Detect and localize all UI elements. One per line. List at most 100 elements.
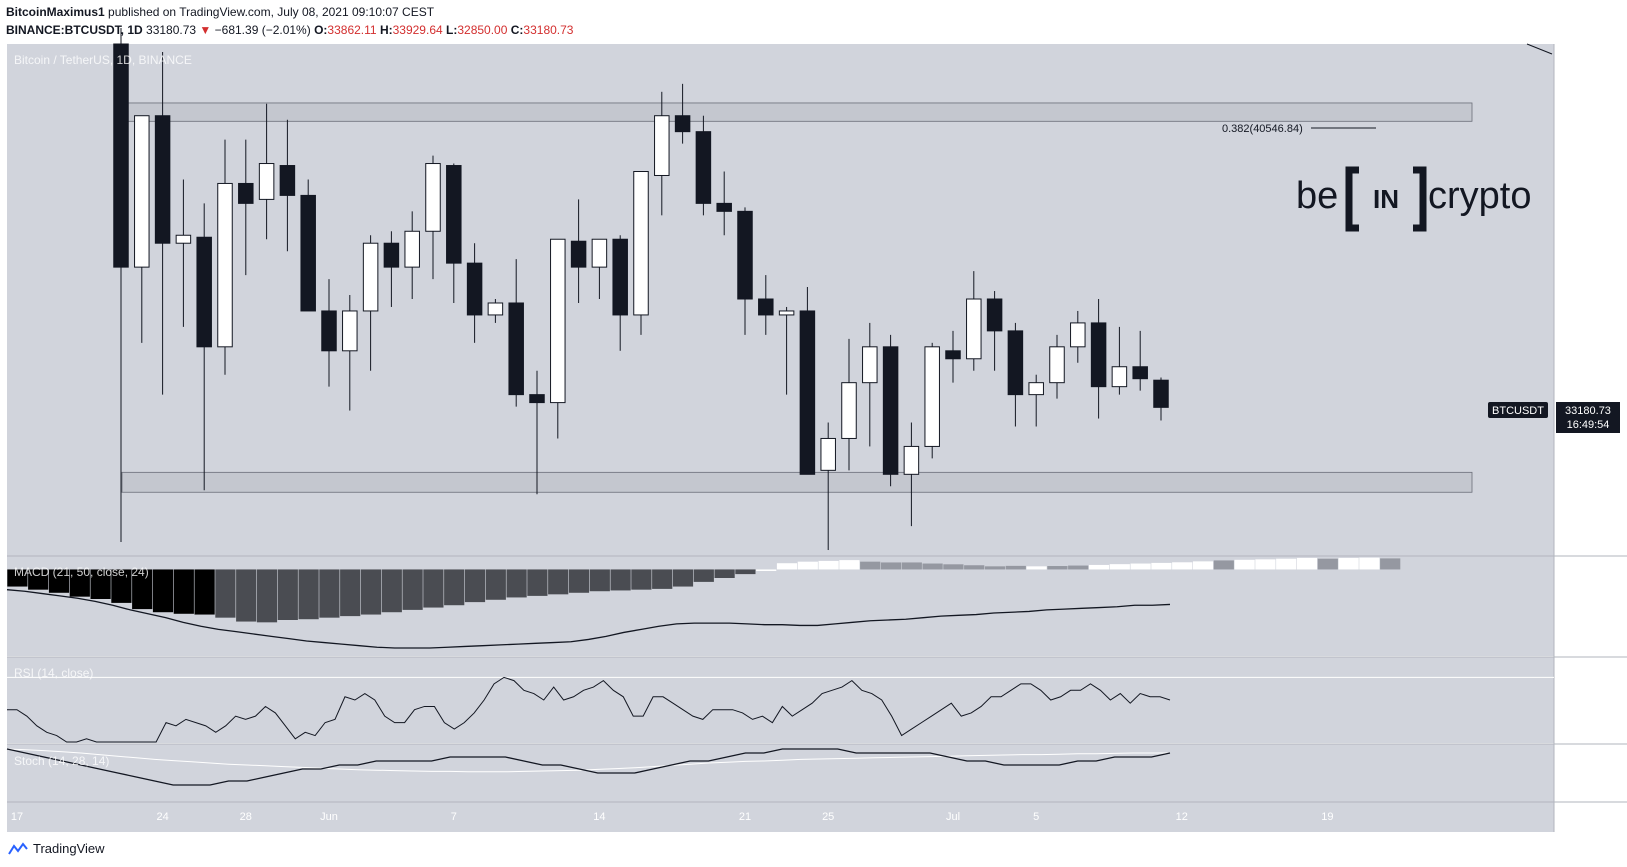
candle[interactable] bbox=[820, 422, 836, 551]
macd-histogram-bar bbox=[901, 562, 922, 570]
tradingview-logo-icon[interactable] bbox=[8, 841, 28, 856]
candle[interactable] bbox=[550, 238, 566, 439]
author-name[interactable]: BitcoinMaximus1 bbox=[6, 5, 105, 19]
stoch-tick-label: 40.00 bbox=[1574, 768, 1602, 780]
candle[interactable] bbox=[404, 211, 420, 300]
candle-body bbox=[612, 238, 628, 316]
rsi-pane-bg[interactable] bbox=[7, 657, 1554, 743]
candle-body bbox=[966, 298, 982, 360]
macd-histogram-bar bbox=[1317, 558, 1338, 570]
price-tick-label: 38000.00 bbox=[1565, 210, 1611, 222]
range-zone[interactable] bbox=[121, 102, 1473, 122]
candle[interactable] bbox=[591, 238, 608, 300]
fib-label: 0.382(40546.84) bbox=[1222, 123, 1303, 135]
candle[interactable] bbox=[487, 299, 504, 323]
candle[interactable] bbox=[737, 207, 753, 335]
candle[interactable] bbox=[966, 271, 982, 371]
price-tick-label: 39000.00 bbox=[1565, 170, 1611, 182]
close-value: 33180.73 bbox=[523, 23, 574, 37]
candle[interactable] bbox=[903, 422, 920, 527]
candle[interactable] bbox=[633, 171, 649, 335]
candle[interactable] bbox=[321, 279, 337, 387]
candle[interactable] bbox=[175, 179, 192, 327]
macd-histogram-bar bbox=[548, 569, 569, 595]
candle[interactable] bbox=[279, 119, 296, 252]
candle[interactable] bbox=[654, 91, 670, 216]
candle[interactable] bbox=[570, 199, 587, 303]
range-zone[interactable] bbox=[121, 471, 1473, 493]
candle[interactable] bbox=[1111, 326, 1128, 395]
candle[interactable] bbox=[134, 115, 150, 343]
candle[interactable] bbox=[945, 330, 961, 383]
candle[interactable] bbox=[196, 203, 212, 491]
candle[interactable] bbox=[924, 342, 940, 459]
candle[interactable] bbox=[508, 259, 524, 407]
macd-histogram-bar bbox=[152, 569, 174, 613]
low-label: L: bbox=[446, 23, 458, 37]
date-tick-label: 28 bbox=[240, 811, 252, 823]
candle-body bbox=[674, 115, 691, 133]
candle-body bbox=[550, 238, 566, 404]
candle[interactable] bbox=[1153, 377, 1169, 421]
candle-body bbox=[841, 382, 857, 439]
candle[interactable] bbox=[986, 291, 1003, 371]
candle[interactable] bbox=[1070, 310, 1086, 363]
candle[interactable] bbox=[882, 334, 899, 487]
candle-body bbox=[1132, 366, 1148, 380]
footer-brand[interactable]: TradingView bbox=[33, 841, 105, 856]
candle[interactable] bbox=[674, 83, 691, 144]
candle[interactable] bbox=[238, 139, 254, 276]
macd-pane-bg[interactable] bbox=[7, 556, 1554, 656]
candle[interactable] bbox=[1049, 334, 1065, 399]
candle[interactable] bbox=[841, 338, 857, 471]
price-tick-label: 40000.00 bbox=[1565, 131, 1611, 143]
candle[interactable] bbox=[446, 163, 462, 303]
macd-histogram-bar bbox=[1338, 557, 1359, 570]
rsi-label: RSI (14, close) bbox=[14, 666, 93, 680]
candle[interactable] bbox=[362, 235, 379, 371]
candle[interactable] bbox=[217, 139, 233, 375]
price-tag-price: 33180.73 bbox=[1565, 405, 1611, 417]
candle[interactable] bbox=[466, 243, 483, 343]
price-tick-label: 31000.00 bbox=[1565, 489, 1611, 501]
candle[interactable] bbox=[695, 115, 712, 216]
candle-body bbox=[778, 310, 795, 316]
candle[interactable] bbox=[529, 370, 545, 495]
date-tick-label: 25 bbox=[822, 811, 834, 823]
open-value: 33862.11 bbox=[327, 23, 377, 37]
candle-body bbox=[570, 240, 587, 268]
symbol-header: BINANCE:BTCUSDT, 1D 33180.73 ▼ −681.39 (… bbox=[6, 23, 573, 37]
candle[interactable] bbox=[258, 103, 275, 240]
time-axis-bg[interactable] bbox=[7, 802, 1554, 832]
candle[interactable] bbox=[154, 51, 171, 395]
candle[interactable] bbox=[1132, 330, 1148, 391]
high-value: 33929.64 bbox=[392, 23, 443, 37]
macd-histogram-bar bbox=[610, 569, 631, 591]
candle[interactable] bbox=[1090, 299, 1107, 419]
candle-body bbox=[1153, 379, 1169, 408]
candle[interactable] bbox=[716, 171, 732, 236]
candle[interactable] bbox=[425, 155, 441, 280]
price-pane-bg[interactable] bbox=[7, 44, 1554, 556]
candle[interactable] bbox=[862, 322, 878, 447]
candle[interactable] bbox=[612, 235, 628, 351]
candle[interactable] bbox=[113, 28, 129, 543]
macd-label: MACD (21, 50, close, 24) bbox=[14, 565, 149, 579]
candle[interactable] bbox=[1007, 322, 1024, 427]
candle-body bbox=[487, 302, 504, 316]
candle[interactable] bbox=[778, 306, 795, 395]
logo-text-in: IN bbox=[1373, 184, 1399, 214]
stoch-pane-bg[interactable] bbox=[7, 744, 1554, 802]
candle-body bbox=[1028, 382, 1044, 396]
candle[interactable] bbox=[300, 179, 316, 312]
candle[interactable] bbox=[1028, 374, 1044, 427]
candle[interactable] bbox=[342, 295, 358, 411]
macd-histogram-bar bbox=[90, 569, 111, 599]
macd-histogram-bar bbox=[672, 569, 694, 587]
price-tick-label: 32000.00 bbox=[1565, 449, 1611, 461]
candle[interactable] bbox=[758, 275, 774, 335]
candle[interactable] bbox=[383, 231, 400, 307]
candle[interactable] bbox=[799, 287, 816, 475]
close-label: C: bbox=[510, 23, 524, 37]
